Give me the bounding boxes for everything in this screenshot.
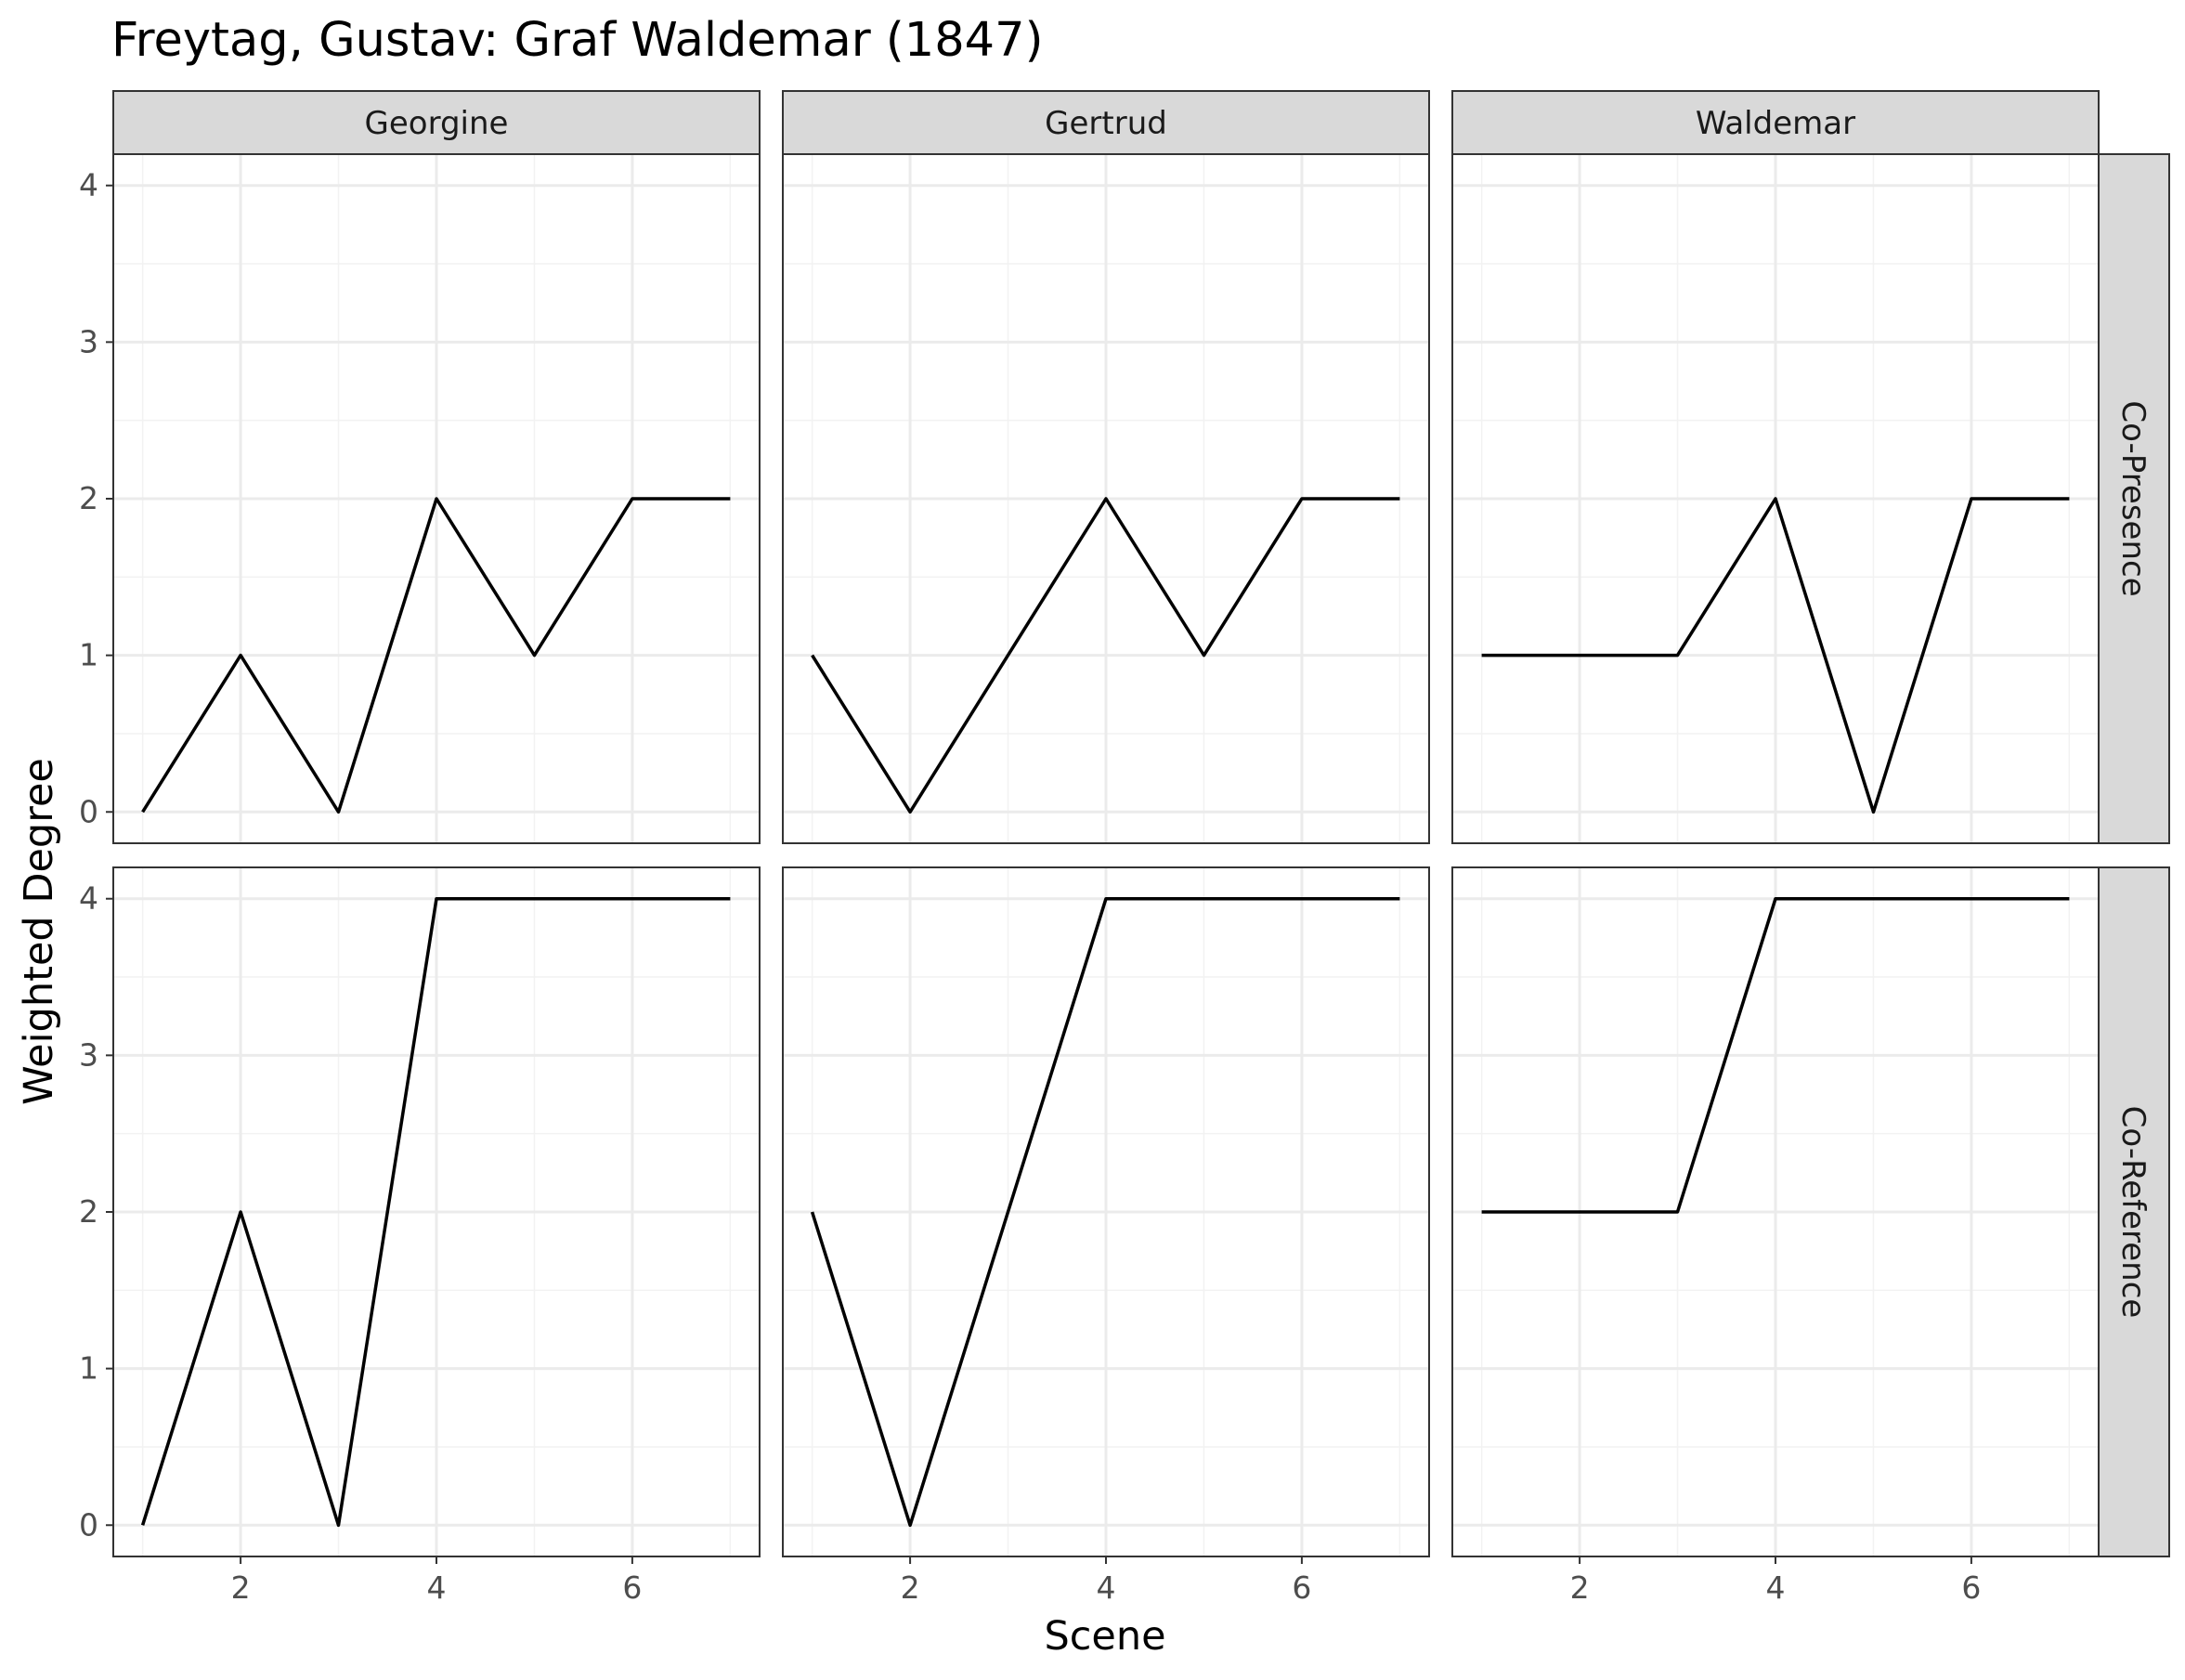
y-tick-label: 1 xyxy=(79,1350,98,1387)
series-line-co-presence-gertrud xyxy=(811,497,1400,814)
strip-waldemar xyxy=(1451,90,2100,155)
strip-co-reference xyxy=(2098,866,2170,1557)
y-tick-label: 3 xyxy=(79,1036,98,1073)
strip-label-georgine: Georgine xyxy=(365,105,509,142)
y-tick-label: 2 xyxy=(79,480,98,516)
x-axis-title: Scene xyxy=(1044,1613,1165,1660)
y-tick-label: 3 xyxy=(79,323,98,359)
strip-label-co-reference: Co-Reference xyxy=(2114,1106,2152,1319)
y-tick-label: 4 xyxy=(79,880,98,917)
y-tick-label: 0 xyxy=(79,1506,98,1543)
x-tick-label: 2 xyxy=(231,1569,251,1606)
panel-co-presence-waldemar xyxy=(1451,153,2100,844)
x-tick-label: 4 xyxy=(1097,1569,1116,1606)
strip-label-waldemar: Waldemar xyxy=(1696,105,1855,142)
y-tick-label: 0 xyxy=(79,793,98,829)
x-tick-label: 6 xyxy=(1292,1569,1311,1606)
panel-co-reference-georgine: 0 1 2 3 4 2 4 6 xyxy=(79,866,761,1606)
series-line-co-presence-waldemar xyxy=(1481,497,2070,814)
panel-co-reference-gertrud: 2 4 6 xyxy=(782,866,1430,1606)
facet-panels: 0 1 2 3 4 0 1 2 3 4 2 4 6 2 4 6 2 4 6 Georgine Gertrud Waldem… xyxy=(79,90,2170,1606)
strip-gertrud xyxy=(782,90,1430,155)
series-line-co-reference-gertrud xyxy=(810,896,1400,1528)
strip-co-presence xyxy=(2098,153,2170,844)
x-tick-label: 2 xyxy=(901,1569,920,1606)
y-tick-label: 4 xyxy=(79,167,98,203)
strip-label-co-presence: Co-Presence xyxy=(2114,400,2152,596)
y-tick-label: 1 xyxy=(79,637,98,673)
strip-georgine xyxy=(112,90,761,155)
series-line-co-reference-georgine xyxy=(140,896,731,1528)
series-line-co-reference-waldemar xyxy=(1481,896,2070,1214)
x-tick-label: 2 xyxy=(1570,1569,1590,1606)
x-tick-label: 4 xyxy=(427,1569,447,1606)
panel-co-reference-waldemar: 2 4 6 xyxy=(1451,866,2100,1606)
x-tick-label: 6 xyxy=(622,1569,642,1606)
y-axis-title: Weighted Degree xyxy=(16,758,62,1105)
panel-co-presence-gertrud xyxy=(782,153,1430,844)
x-tick-label: 6 xyxy=(1961,1569,1981,1606)
strip-label-gertrud: Gertrud xyxy=(1045,105,1167,142)
chart-title: Freytag, Gustav: Graf Waldemar (1847) xyxy=(111,13,1043,68)
panel-co-presence-georgine: 0 1 2 3 4 xyxy=(79,153,761,844)
series-line-co-presence-georgine xyxy=(141,497,731,814)
x-tick-label: 4 xyxy=(1766,1569,1786,1606)
y-tick-label: 2 xyxy=(79,1193,98,1230)
